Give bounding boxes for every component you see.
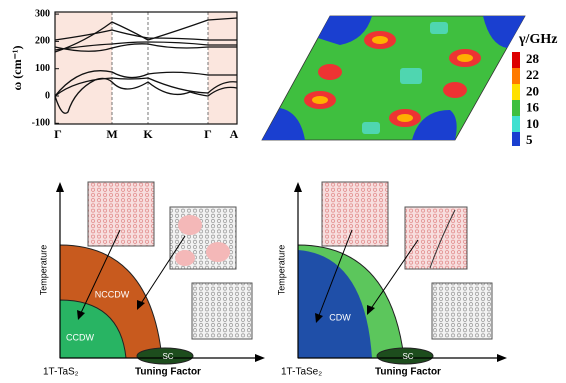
x-tick-label: Γ <box>204 127 212 141</box>
phase-diagram: Temperature 1T-TaS₂ Tuning Factor NCCDW … <box>38 182 265 378</box>
y-tick-label: 0 <box>45 90 50 101</box>
region-label: CCDW <box>66 332 94 342</box>
region-label: SC <box>162 352 173 361</box>
y-tick-label: -100 <box>32 118 50 129</box>
region-label: NCCDW <box>95 289 130 299</box>
figure: ω (cm⁻¹) 3002001000-100ΓMKΓA γ/ <box>0 0 566 383</box>
y-axis-label: Temperature <box>276 245 286 296</box>
x-axis-start: 1T-TaS₂ <box>43 367 79 378</box>
colorbar-label: 10 <box>526 116 539 131</box>
y-tick-label: 100 <box>35 63 50 74</box>
region-label: CDW <box>329 312 351 322</box>
region-label: SC <box>402 352 413 361</box>
x-axis-start: 1T-TaSe₂ <box>281 367 322 378</box>
colorbar-label: 5 <box>526 132 533 147</box>
colorbar-title: γ/GHz <box>518 32 557 47</box>
x-axis-label: Tuning Factor <box>375 367 441 378</box>
y-axis-label: Temperature <box>38 245 48 296</box>
y-tick-label: 300 <box>35 8 50 19</box>
colorbar-label: 16 <box>526 100 540 115</box>
x-tick-label: A <box>230 127 239 141</box>
y-tick-label: 200 <box>35 36 50 47</box>
colorbar-label: 28 <box>526 51 540 66</box>
colorbar-label: 20 <box>526 83 539 98</box>
x-axis-label: Tuning Factor <box>135 367 201 378</box>
x-tick-label: M <box>106 127 117 141</box>
x-tick-label: Γ <box>54 127 62 141</box>
band-structure: ω (cm⁻¹) 300 200 100 0 -100 Γ M K Γ A <box>10 8 239 140</box>
y-axis-label: ω (cm⁻¹) <box>10 45 24 90</box>
colorbar-label: 22 <box>526 67 539 82</box>
x-tick-label: K <box>143 127 153 141</box>
colorbar <box>512 52 520 146</box>
shade <box>208 12 237 124</box>
phase-diagram: Temperature 1T-TaSe₂ Tuning Factor CDW S… <box>276 182 507 378</box>
